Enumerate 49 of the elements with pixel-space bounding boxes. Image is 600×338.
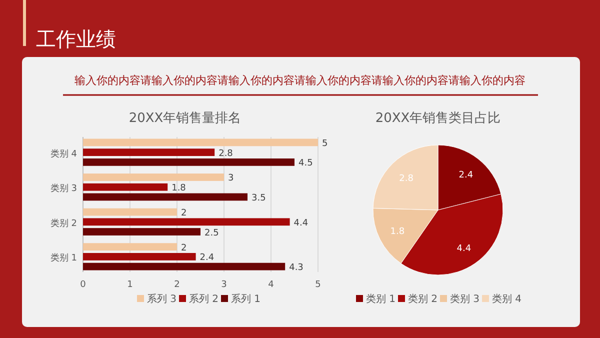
bar — [83, 158, 294, 166]
x-tick-label: 2 — [174, 280, 180, 290]
bar — [83, 174, 224, 181]
data-label: 4.4 — [294, 218, 308, 228]
data-label: 2 — [181, 208, 187, 219]
legend-label: 系列 2 — [189, 293, 219, 305]
data-label: 4.5 — [298, 158, 313, 169]
legend-label: 系列 3 — [147, 293, 177, 305]
data-label: 4.4 — [456, 244, 472, 254]
data-label: 2.8 — [399, 174, 414, 184]
bar — [83, 243, 177, 251]
data-label: 3 — [228, 174, 234, 184]
y-tick-label: 类别 2 — [50, 218, 77, 229]
chart-title: 20XX年销售类目占比 — [375, 111, 501, 126]
data-label: 3.5 — [252, 193, 266, 204]
data-label: 5 — [322, 138, 328, 149]
legend-label: 系列 1 — [231, 293, 261, 305]
bar — [83, 138, 318, 146]
y-tick-label: 类别 1 — [50, 252, 77, 264]
data-label: 2 — [181, 243, 187, 254]
bar — [83, 183, 168, 191]
bar — [83, 208, 177, 216]
legend-label: 类别 2 — [408, 293, 438, 305]
y-tick-label: 类别 3 — [50, 183, 77, 194]
chart-title: 20XX年销售量排名 — [128, 111, 242, 126]
data-label: 2.4 — [200, 253, 214, 264]
bar — [83, 218, 290, 226]
x-tick-label: 0 — [80, 280, 86, 290]
bar — [83, 148, 215, 156]
legend-label: 类别 3 — [450, 293, 480, 305]
text: 工作业绩 — [36, 27, 116, 51]
x-tick-label: 4 — [268, 280, 274, 290]
x-tick-label: 1 — [127, 280, 133, 290]
data-label: 4.3 — [289, 263, 304, 274]
x-tick-label: 3 — [221, 280, 227, 290]
bar — [83, 228, 200, 236]
data-label: 2.8 — [218, 148, 234, 159]
data-label: 1.8 — [390, 227, 405, 238]
data-label: 1.8 — [172, 184, 186, 194]
legend-label: 类别 4 — [492, 293, 522, 305]
bar — [83, 252, 196, 260]
text: 输入你的内容请输入你的内容请输入你的内容请输入你的内容请输入你的内容请输入你的内容 — [74, 74, 526, 87]
legend-label: 类别 1 — [366, 293, 396, 305]
y-tick-label: 类别 4 — [50, 148, 78, 160]
bar — [83, 193, 248, 201]
bar — [83, 262, 286, 270]
data-label: 2.5 — [204, 228, 219, 238]
x-tick-label: 5 — [315, 280, 321, 290]
data-label: 2.4 — [458, 170, 474, 181]
